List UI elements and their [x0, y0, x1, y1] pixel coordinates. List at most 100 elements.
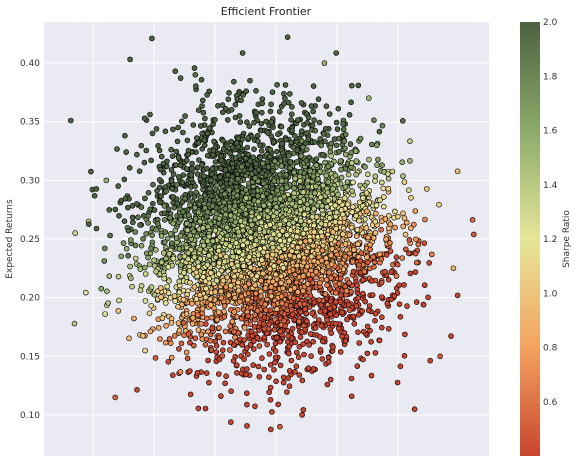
- scatter-point: [176, 346, 182, 352]
- scatter-point: [274, 306, 280, 312]
- scatter-point: [116, 297, 122, 304]
- scatter-point: [221, 199, 227, 206]
- scatter-point: [195, 405, 202, 412]
- scatter-point: [224, 232, 231, 239]
- scatter-point: [175, 303, 181, 310]
- scatter-point: [158, 153, 165, 160]
- scatter-point: [215, 309, 222, 316]
- scatter-point: [265, 164, 272, 170]
- scatter-point: [350, 268, 357, 275]
- scatter-point: [319, 338, 326, 345]
- scatter-point: [216, 215, 223, 222]
- scatter-point: [161, 203, 168, 209]
- scatter-point: [288, 357, 295, 364]
- scatter-point: [252, 175, 258, 181]
- scatter-point: [469, 217, 476, 223]
- scatter-point: [287, 159, 294, 165]
- scatter-point: [143, 231, 149, 237]
- scatter-point: [351, 247, 357, 253]
- scatter-point: [385, 171, 391, 177]
- scatter-point: [349, 258, 356, 265]
- scatter-point: [206, 275, 212, 282]
- scatter-point: [181, 253, 188, 260]
- scatter-point: [162, 128, 169, 135]
- scatter-point: [206, 125, 213, 131]
- scatter-point: [335, 191, 341, 198]
- scatter-point: [231, 273, 238, 280]
- scatter-point: [316, 297, 323, 304]
- scatter-point: [243, 187, 249, 193]
- scatter-point: [112, 394, 118, 401]
- scatter-point: [333, 142, 340, 149]
- scatter-point: [420, 301, 427, 308]
- scatter-point: [281, 156, 288, 163]
- scatter-point: [280, 265, 287, 271]
- scatter-point: [191, 65, 198, 71]
- scatter-point: [415, 241, 422, 248]
- scatter-point: [232, 155, 239, 161]
- scatter-point: [379, 162, 385, 168]
- scatter-point: [365, 234, 371, 241]
- scatter-point: [301, 211, 308, 218]
- scatter-point: [385, 185, 392, 192]
- scatter-point: [250, 362, 256, 368]
- scatter-point: [450, 265, 457, 272]
- scatter-point: [184, 220, 190, 227]
- scatter-point: [244, 390, 250, 397]
- scatter-point: [152, 355, 159, 361]
- scatter-point: [382, 216, 389, 222]
- scatter-point: [180, 129, 186, 136]
- scatter-point: [350, 204, 356, 210]
- scatter-point: [102, 245, 108, 252]
- scatter-point: [396, 282, 403, 289]
- scatter-point: [227, 323, 233, 330]
- scatter-point: [342, 253, 349, 260]
- scatter-point: [247, 158, 253, 164]
- scatter-point: [257, 246, 263, 252]
- scatter-point: [269, 251, 276, 258]
- scatter-point: [151, 291, 158, 298]
- scatter-point: [407, 225, 414, 231]
- scatter-point: [187, 339, 193, 346]
- scatter-point: [363, 190, 370, 196]
- scatter-point: [397, 363, 404, 370]
- scatter-point: [200, 186, 206, 193]
- scatter-point: [244, 119, 250, 125]
- scatter-point: [68, 117, 74, 124]
- scatter-point: [338, 174, 345, 181]
- scatter-point: [350, 179, 356, 186]
- scatter-point: [186, 212, 192, 218]
- scatter-point: [247, 77, 253, 84]
- scatter-point: [290, 144, 297, 151]
- scatter-point: [330, 344, 336, 350]
- scatter-point: [216, 324, 222, 331]
- scatter-point: [162, 229, 169, 235]
- scatter-point: [177, 254, 183, 260]
- scatter-point: [393, 254, 400, 261]
- scatter-point: [218, 393, 224, 399]
- scatter-point: [371, 117, 377, 123]
- scatter-point: [311, 190, 318, 196]
- scatter-point: [322, 159, 328, 166]
- scatter-point: [300, 273, 307, 279]
- scatter-point: [185, 147, 192, 154]
- scatter-point: [163, 255, 169, 262]
- scatter-point: [239, 251, 246, 258]
- scatter-point: [353, 171, 359, 178]
- scatter-point: [115, 273, 122, 280]
- scatter-point: [310, 338, 317, 345]
- scatter-point: [397, 313, 404, 320]
- scatter-point: [195, 107, 202, 113]
- scatter-point: [270, 213, 277, 220]
- scatter-point: [184, 137, 191, 144]
- scatter-point: [154, 221, 161, 227]
- scatter-point: [254, 273, 260, 280]
- scatter-point: [191, 342, 197, 349]
- scatter-point: [304, 281, 311, 287]
- scatter-point: [272, 271, 279, 278]
- scatter-point: [330, 229, 336, 235]
- scatter-point: [229, 160, 236, 167]
- scatter-point: [348, 288, 354, 295]
- scatter-point: [360, 195, 366, 201]
- scatter-point: [281, 91, 287, 97]
